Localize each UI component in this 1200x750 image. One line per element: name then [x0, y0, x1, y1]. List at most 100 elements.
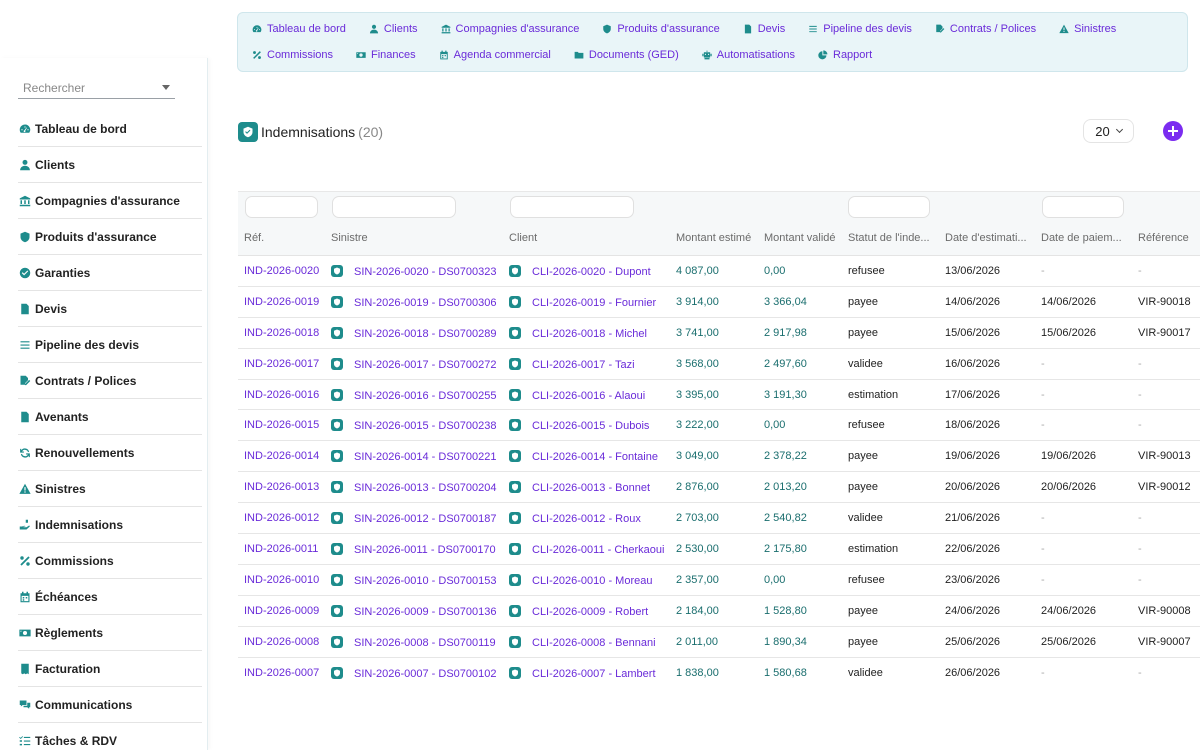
cell-sinistre[interactable]: SIN-2026-0017 - DS0700272 [331, 357, 501, 371]
table-row[interactable]: IND-2026-0019 SIN-2026-0019 - DS0700306 CL… [238, 287, 1200, 318]
cell-client[interactable]: CLI-2026-0014 - Fontaine [509, 450, 669, 463]
column-header-8[interactable]: Référence [1138, 232, 1189, 244]
cell-client[interactable]: CLI-2026-0010 - Moreau [509, 573, 669, 587]
sidebar-item-15[interactable]: Facturation [18, 651, 202, 687]
table-row[interactable]: IND-2026-0012 SIN-2026-0012 - DS0700187 CL… [238, 503, 1200, 535]
table-row[interactable]: IND-2026-0016 SIN-2026-0016 - DS0700255 CL… [238, 380, 1200, 411]
cell-client[interactable]: CLI-2026-0016 - Alaoui [509, 388, 669, 402]
table-row[interactable]: IND-2026-0014 SIN-2026-0014 - DS0700221 CL… [238, 441, 1200, 473]
sidebar-item-6[interactable]: Pipeline des devis [18, 327, 202, 363]
top-nav-item-row1-1[interactable]: Clients [369, 23, 418, 35]
cell-sinistre[interactable]: SIN-2026-0011 - DS0700170 [331, 543, 501, 556]
cell-client[interactable]: CLI-2026-0008 - Bennani [509, 635, 669, 649]
cell-ref[interactable]: IND-2026-0016 [244, 388, 320, 401]
top-nav-item-row2-1[interactable]: Finances [356, 49, 416, 61]
filter-statut-input[interactable] [848, 196, 930, 218]
top-nav-item-row1-0[interactable]: Tableau de bord [252, 23, 346, 35]
table-row[interactable]: IND-2026-0015 SIN-2026-0015 - DS0700238 CL… [238, 410, 1200, 442]
table-row[interactable]: IND-2026-0010 SIN-2026-0010 - DS0700153 CL… [238, 565, 1200, 596]
sidebar-item-0[interactable]: Tableau de bord [18, 111, 202, 147]
top-nav-item-row2-4[interactable]: Automatisations [702, 49, 795, 61]
sidebar-item-13[interactable]: Échéances [18, 579, 202, 615]
sidebar-item-10[interactable]: Sinistres [18, 471, 202, 507]
sidebar-item-7[interactable]: Contrats / Polices [18, 363, 202, 399]
cell-ref[interactable]: IND-2026-0017 [244, 357, 320, 370]
cell-sinistre[interactable]: SIN-2026-0010 - DS0700153 [331, 573, 501, 587]
cell-sinistre[interactable]: SIN-2026-0018 - DS0700289 [331, 326, 501, 340]
table-row[interactable]: IND-2026-0011 SIN-2026-0011 - DS0700170 CL… [238, 534, 1200, 565]
table-row[interactable]: IND-2026-0013 SIN-2026-0013 - DS0700204 CL… [238, 472, 1200, 504]
cell-ref[interactable]: IND-2026-0011 [244, 543, 319, 556]
cell-client[interactable]: CLI-2026-0017 - Tazi [509, 357, 669, 371]
cell-client[interactable]: CLI-2026-0019 - Fournier [509, 295, 669, 309]
sidebar-item-16[interactable]: Communications [18, 687, 202, 723]
sidebar-item-3[interactable]: Produits d'assurance [18, 219, 202, 255]
sidebar-item-4[interactable]: Garanties [18, 255, 202, 291]
sidebar-item-8[interactable]: Avenants [18, 399, 202, 435]
top-nav-item-row1-3[interactable]: Produits d'assurance [602, 23, 720, 35]
cell-client[interactable]: CLI-2026-0015 - Dubois [509, 419, 669, 432]
column-header-4[interactable]: Montant validé [764, 232, 836, 244]
cell-ref[interactable]: IND-2026-0012 [244, 512, 320, 525]
cell-ref[interactable]: IND-2026-0007 [244, 666, 320, 679]
column-header-7[interactable]: Date de paiem... [1041, 232, 1122, 244]
column-header-6[interactable]: Date d'estimati... [945, 232, 1027, 244]
top-nav-item-row2-3[interactable]: Documents (GED) [574, 49, 679, 61]
sidebar-search-select[interactable]: Rechercher [18, 77, 175, 99]
column-header-3[interactable]: Montant estimé [676, 232, 752, 244]
table-row[interactable]: IND-2026-0020 SIN-2026-0020 - DS0700323 CL… [238, 256, 1200, 287]
cell-client[interactable]: CLI-2026-0012 - Roux [509, 512, 669, 525]
sidebar-item-12[interactable]: Commissions [18, 543, 202, 579]
column-header-2[interactable]: Client [509, 232, 538, 244]
cell-sinistre[interactable]: SIN-2026-0013 - DS0700204 [331, 481, 501, 494]
top-nav-item-row1-7[interactable]: Sinistres [1059, 23, 1116, 35]
sidebar-item-17[interactable]: Tâches & RDV [18, 723, 202, 750]
cell-sinistre[interactable]: SIN-2026-0020 - DS0700323 [331, 265, 501, 278]
top-nav-item-row2-5[interactable]: Rapport [818, 49, 872, 61]
filter-ref-input[interactable] [245, 196, 318, 218]
cell-ref[interactable]: IND-2026-0015 [244, 419, 320, 432]
cell-client[interactable]: CLI-2026-0011 - Cherkaoui [509, 543, 669, 556]
sidebar-item-2[interactable]: Compagnies d'assurance [18, 183, 202, 219]
table-row[interactable]: IND-2026-0009 SIN-2026-0009 - DS0700136 CL… [238, 596, 1200, 627]
sidebar-item-9[interactable]: Renouvellements [18, 435, 202, 471]
top-nav-item-row1-2[interactable]: Compagnies d'assurance [441, 23, 579, 35]
filter-date-paiement-input[interactable] [1042, 196, 1124, 218]
page-size-select[interactable]: 20 [1083, 119, 1134, 143]
column-header-1[interactable]: Sinistre [331, 232, 368, 244]
cell-ref[interactable]: IND-2026-0008 [244, 635, 320, 648]
cell-sinistre[interactable]: SIN-2026-0015 - DS0700238 [331, 419, 501, 432]
table-row[interactable]: IND-2026-0008 SIN-2026-0008 - DS0700119 CL… [238, 627, 1200, 658]
sidebar-item-14[interactable]: Règlements [18, 615, 202, 651]
table-row[interactable]: IND-2026-0007 SIN-2026-0007 - DS0700102 CL… [238, 658, 1200, 685]
cell-client[interactable]: CLI-2026-0007 - Lambert [509, 666, 669, 680]
top-nav-item-row2-2[interactable]: Agenda commercial [439, 49, 551, 61]
top-nav-item-row2-0[interactable]: Commissions [252, 49, 333, 61]
sidebar-item-1[interactable]: Clients [18, 147, 202, 183]
add-button[interactable] [1163, 121, 1183, 141]
sidebar-item-5[interactable]: Devis [18, 291, 202, 327]
cell-ref[interactable]: IND-2026-0013 [244, 481, 320, 494]
cell-sinistre[interactable]: SIN-2026-0008 - DS0700119 [331, 635, 501, 649]
cell-ref[interactable]: IND-2026-0018 [244, 326, 320, 339]
cell-ref[interactable]: IND-2026-0014 [244, 450, 320, 463]
cell-ref[interactable]: IND-2026-0019 [244, 295, 320, 308]
filter-sinistre-input[interactable] [332, 196, 456, 218]
top-nav-item-row1-5[interactable]: Pipeline des devis [808, 23, 912, 35]
sidebar-item-11[interactable]: Indemnisations [18, 507, 202, 543]
cell-sinistre[interactable]: SIN-2026-0016 - DS0700255 [331, 388, 501, 402]
cell-client[interactable]: CLI-2026-0009 - Robert [509, 604, 669, 618]
table-row[interactable]: IND-2026-0018 SIN-2026-0018 - DS0700289 CL… [238, 318, 1200, 349]
column-header-5[interactable]: Statut de l'inde... [848, 232, 930, 244]
column-header-0[interactable]: Réf. [244, 232, 265, 244]
cell-sinistre[interactable]: SIN-2026-0009 - DS0700136 [331, 604, 501, 618]
cell-client[interactable]: CLI-2026-0018 - Michel [509, 326, 669, 340]
cell-sinistre[interactable]: SIN-2026-0012 - DS0700187 [331, 512, 501, 525]
cell-client[interactable]: CLI-2026-0013 - Bonnet [509, 481, 669, 494]
top-nav-item-row1-6[interactable]: Contrats / Polices [935, 23, 1036, 35]
cell-ref[interactable]: IND-2026-0010 [244, 573, 320, 586]
cell-sinistre[interactable]: SIN-2026-0019 - DS0700306 [331, 295, 501, 309]
top-nav-item-row1-4[interactable]: Devis [743, 23, 785, 35]
cell-sinistre[interactable]: SIN-2026-0014 - DS0700221 [331, 450, 501, 463]
cell-ref[interactable]: IND-2026-0009 [244, 604, 320, 617]
